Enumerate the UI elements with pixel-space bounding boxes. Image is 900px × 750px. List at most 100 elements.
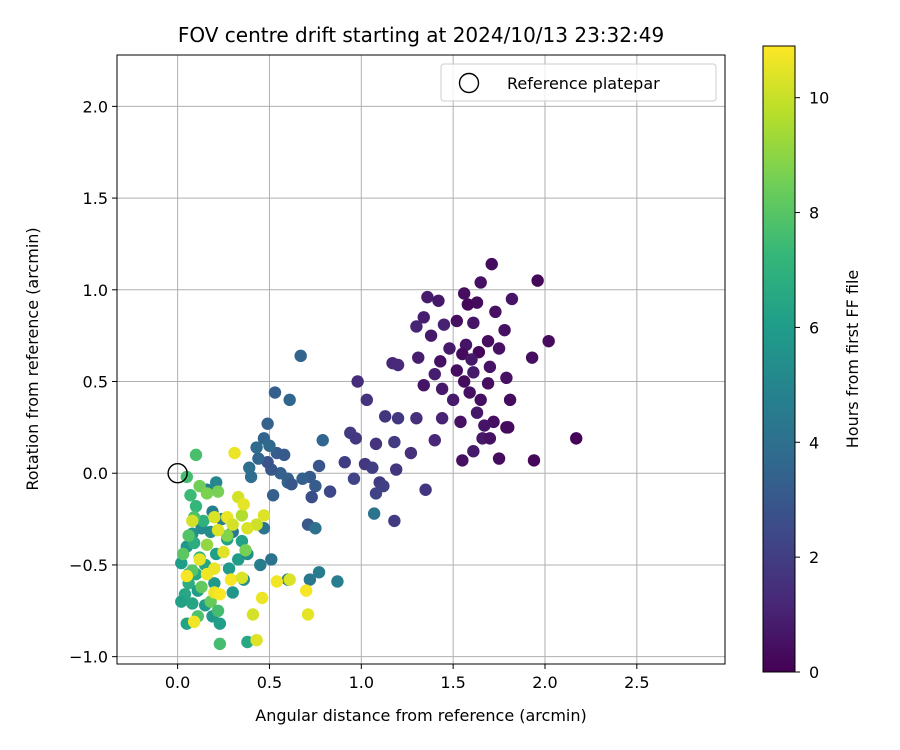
scatter-point — [208, 562, 221, 575]
scatter-point — [481, 377, 495, 390]
scatter-point — [252, 452, 265, 465]
scatter-point — [527, 454, 541, 467]
scatter-point — [301, 608, 315, 621]
scatter-point — [235, 571, 249, 584]
scatter-point — [189, 448, 203, 462]
scatter-point — [428, 367, 441, 381]
scatter-point — [187, 615, 201, 629]
scatter-point — [465, 353, 478, 366]
scatter-point — [467, 316, 480, 330]
scatter-point — [435, 382, 449, 396]
scatter-point — [209, 476, 223, 489]
scatter-point — [542, 334, 555, 348]
scatter-point — [195, 580, 208, 594]
scatter-point — [489, 305, 502, 319]
scatter-point — [338, 456, 351, 469]
scatter-point — [419, 483, 432, 496]
grid — [117, 55, 725, 664]
scatter-point — [222, 562, 236, 575]
colorbar: 0 2 4 6 8 10 Hours from first FF file — [762, 45, 862, 682]
legend-marker-icon — [458, 72, 480, 94]
x-axis-ticks: 0.0 0.5 1.0 1.5 2.0 2.5 — [165, 664, 650, 692]
scatter-point — [266, 489, 280, 502]
scatter-point — [450, 364, 464, 377]
scatter-point — [221, 529, 234, 542]
scatter-point — [176, 547, 190, 561]
x-tick-label: 2.0 — [532, 673, 557, 692]
scatter-point — [226, 518, 239, 531]
scatter-point — [367, 507, 381, 520]
scatter-point — [421, 290, 434, 304]
scatter-point — [434, 355, 447, 368]
y-tick-label: 0.5 — [83, 373, 108, 392]
y-tick-label: 2.0 — [83, 97, 108, 116]
colorbar-tick-label: 4 — [809, 433, 819, 452]
scatter-point — [283, 573, 296, 586]
scatter-point — [424, 329, 438, 342]
scatter-point — [351, 375, 364, 388]
scatter-point — [483, 432, 497, 445]
scatter-point — [410, 320, 423, 333]
scatter-point — [232, 553, 245, 566]
scatter-point — [461, 298, 475, 311]
scatter-point — [211, 485, 225, 498]
scatter-point — [180, 569, 194, 583]
scatter-point — [457, 375, 471, 388]
scatter-point — [428, 434, 441, 447]
scatter-point — [360, 393, 374, 407]
scatter-point — [193, 553, 206, 566]
scatter-point — [244, 470, 258, 484]
scatter-point — [217, 545, 230, 559]
scatter-point — [525, 351, 539, 364]
scatter-point — [208, 511, 221, 524]
scatter-point — [456, 454, 469, 467]
x-tick-label: 0.5 — [257, 673, 282, 692]
scatter-point — [283, 393, 296, 407]
scatter-point — [503, 393, 517, 407]
colorbar-tick-label: 8 — [809, 204, 819, 223]
scatter-point — [211, 523, 225, 537]
y-tick-label: 1.0 — [83, 281, 108, 300]
scatter-point — [226, 586, 239, 599]
y-tick-label: −1.0 — [69, 648, 108, 667]
scatter-point — [305, 490, 318, 504]
scatter-point — [270, 575, 284, 588]
scatter-point — [410, 411, 423, 425]
scatter-point — [349, 432, 362, 445]
scatter-point — [391, 358, 405, 372]
scatter-point — [184, 489, 197, 502]
scatter-point — [502, 421, 515, 434]
scatter-point — [492, 452, 506, 465]
scatter-point — [303, 573, 317, 586]
scatter-point — [257, 509, 271, 522]
scatter-point — [417, 378, 430, 392]
scatter-point — [467, 445, 480, 458]
colorbar-tick-label: 6 — [809, 318, 819, 337]
scatter-point — [228, 446, 241, 460]
scatter-point — [268, 386, 282, 399]
scatter-point — [241, 522, 254, 535]
scatter-point — [239, 544, 252, 557]
y-tick-label: −0.5 — [69, 556, 108, 575]
x-axis-title: Angular distance from reference (arcmin) — [255, 706, 586, 725]
scatter-point — [186, 514, 199, 528]
colorbar-gradient — [762, 45, 796, 673]
scatter-point — [347, 472, 361, 485]
scatter-point — [412, 351, 425, 364]
scatter-point — [175, 595, 188, 608]
scatter-point — [454, 415, 467, 429]
scatter-point — [200, 487, 214, 500]
y-axis-title: Rotation from reference (arcmin) — [23, 227, 42, 490]
scatter-point — [186, 597, 199, 610]
scatter-point — [470, 406, 484, 419]
legend-box — [440, 63, 717, 102]
scatter-point — [299, 584, 313, 597]
x-tick-label: 0.0 — [165, 673, 190, 692]
y-tick-label: 0.0 — [83, 464, 108, 483]
y-axis-ticks: −1.0 −0.5 0.0 0.5 1.0 1.5 2.0 — [69, 97, 117, 667]
scatter-point — [277, 448, 291, 462]
legend: Reference platepar — [440, 63, 717, 102]
scatter-point — [463, 386, 476, 399]
scatter-point — [485, 257, 498, 271]
